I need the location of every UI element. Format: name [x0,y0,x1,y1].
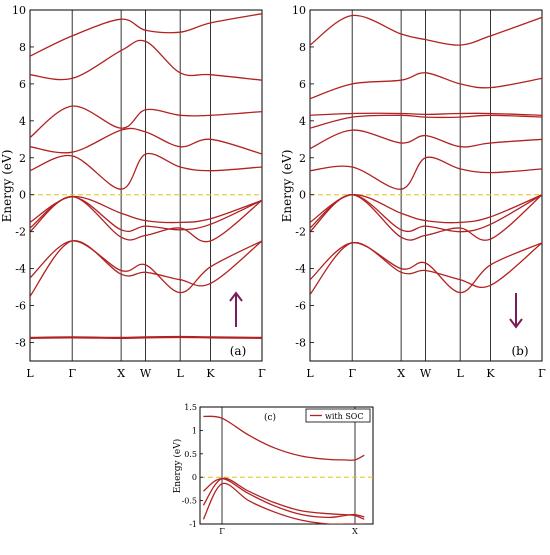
panel-b: -8 -6 -4 -2 0 2 4 6 8 10 L Γ X W L K Γ Energy (eV) (b) [280,4,546,380]
b-band-line [310,156,542,190]
a-band-line [30,105,262,139]
b-band-line [310,242,542,294]
a-ytick-label: 0 [19,189,26,202]
a-band-line [30,13,262,57]
a-ytick-label: 8 [19,41,26,54]
a-arrow-head [229,291,243,302]
b-ytick-label: -2 [295,226,306,239]
panel-c-legend: with SOC [305,408,371,423]
a-band-line [30,240,262,294]
legend-box [305,408,371,423]
panel-b-frame [309,9,543,362]
panel-c-ylabel: Energy (eV) [172,439,183,494]
c-band-line [203,415,365,461]
a-kpoint-label: Γ [258,367,266,380]
c-band-line [202,477,365,520]
c-kpoint-label: Γ [219,527,225,536]
a-ytick-label: -6 [15,300,26,313]
a-ytick-label: -8 [15,337,26,350]
b-ytick-label: -6 [295,300,306,313]
b-kpoint-label: K [486,367,495,380]
b-kpoint-label: L [306,367,314,380]
b-band-line [310,242,542,295]
a-kpoint-label: Γ [68,367,76,380]
b-kpoint-label: Γ [538,367,546,380]
b-ytick-label: 4 [299,115,306,128]
a-ytick-label: -4 [15,263,26,276]
a-band-line [30,335,262,340]
b-arrow-head [509,318,523,329]
b-band-line [310,112,542,116]
a-ytick-label: 2 [19,152,26,165]
c-ytick-label: 1.5 [184,403,197,412]
b-ytick-label: 0 [299,189,306,202]
c-ytick-label: -1 [189,520,197,529]
legend-label: with SOC [325,412,363,421]
c-band-line [202,482,365,524]
b-kpoint-label: W [420,367,432,380]
panel-a-frame [29,9,263,362]
panel-b-label: (b) [511,344,528,358]
b-band-line [310,14,542,46]
c-ytick-label: 0 [192,473,197,482]
panel-a-label: (a) [230,344,247,358]
a-band-line [30,195,262,224]
a-ytick-label: 4 [19,115,26,128]
b-ytick-label: -8 [295,337,306,350]
b-kpoint-label: Γ [348,367,356,380]
a-band-line [30,39,262,81]
b-ytick-label: 10 [292,4,306,17]
c-ytick-label: 1 [192,426,197,435]
panel-c-frame [199,406,374,525]
a-kpoint-label: X [117,367,125,380]
panel-a-ylabel: Energy (eV) [0,150,14,223]
b-band-line [310,194,542,233]
a-kpoint-label: W [140,367,152,380]
c-ytick-label: -0.5 [182,497,197,506]
b-band-line [310,129,542,150]
b-band-line [310,194,542,241]
b-ytick-label: 2 [299,152,306,165]
a-band-line [30,240,262,297]
panel-c: -1 -0.5 0 0.5 1 1.5 Γ X Energy (eV) (c) with S… [172,403,374,536]
spin-up-arrow-icon [229,291,243,327]
a-ytick-label: 10 [12,4,26,17]
spin-down-arrow-icon [509,293,523,329]
b-kpoint-label: X [397,367,405,380]
c-kpoint-label: X [352,527,358,536]
panel-a: -8 -6 -4 -2 0 2 4 6 8 10 L Γ X W L K Γ Energy (eV) (a) [0,4,266,380]
a-kpoint-label: L [26,367,34,380]
b-kpoint-label: L [457,367,465,380]
c-ytick-label: 0.5 [184,450,197,459]
b-band-line [310,114,542,129]
b-ytick-label: 6 [299,78,306,91]
b-ytick-label: 8 [299,41,306,54]
a-band-line [30,152,262,190]
a-band-line [30,195,262,243]
a-band-line [30,127,262,155]
b-ytick-label: -4 [295,263,306,276]
b-band-line [310,194,542,224]
a-ytick-label: -2 [15,226,26,239]
a-kpoint-label: K [206,367,215,380]
a-kpoint-label: L [177,367,185,380]
panel-b-ylabel: Energy (eV) [280,150,294,223]
panel-c-label: (c) [264,412,276,423]
a-ytick-label: 6 [19,78,26,91]
b-band-line [310,72,542,100]
